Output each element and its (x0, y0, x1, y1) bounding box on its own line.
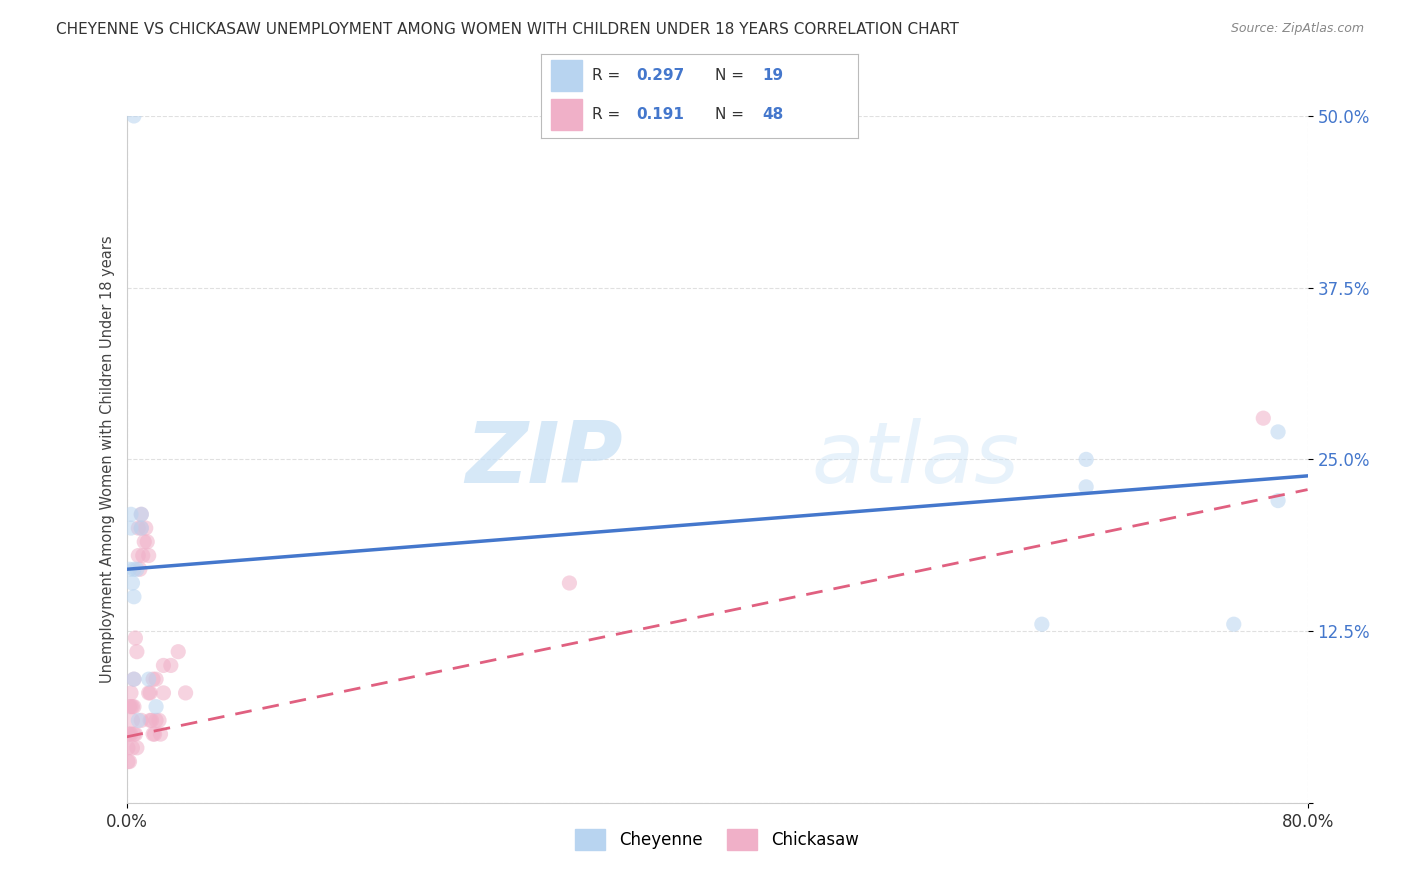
Bar (551, 99, 582, 130)
Point (141, 714, 163, 728)
Point (124, 631, 146, 645)
Point (129, 508, 153, 522)
Point (122, 727, 145, 741)
Text: atlas: atlas (811, 417, 1019, 501)
Point (129, 508, 153, 522)
Point (120, 508, 142, 522)
Point (118, 562, 141, 576)
Text: R =: R = (592, 107, 626, 122)
Point (148, 714, 170, 728)
Point (121, 714, 143, 728)
Point (174, 686, 197, 700)
Bar (551, 61, 582, 91)
Point (1267, 425, 1289, 439)
Point (122, 109, 145, 123)
Point (1076, 452, 1098, 467)
Point (1267, 493, 1289, 508)
Point (138, 672, 160, 686)
Point (122, 672, 145, 686)
Point (122, 562, 145, 576)
Point (122, 590, 145, 604)
Point (120, 699, 142, 714)
Point (117, 727, 139, 741)
Point (558, 576, 581, 591)
Text: 48: 48 (762, 107, 785, 122)
Point (138, 686, 160, 700)
Point (129, 521, 153, 535)
Point (1253, 411, 1275, 425)
Point (125, 740, 148, 755)
Text: 0.191: 0.191 (637, 107, 685, 122)
Point (139, 714, 162, 728)
Text: N =: N = (716, 107, 749, 122)
Point (120, 686, 142, 700)
Point (1223, 617, 1246, 632)
Point (134, 534, 156, 549)
Point (118, 727, 141, 741)
Point (145, 714, 167, 728)
Point (127, 521, 149, 535)
Point (120, 727, 142, 741)
Point (121, 740, 143, 755)
Point (127, 549, 149, 563)
Point (121, 576, 143, 591)
Point (145, 699, 167, 714)
Point (125, 562, 148, 576)
Text: 19: 19 (762, 68, 785, 83)
Point (120, 521, 142, 535)
Point (160, 658, 183, 673)
Text: N =: N = (716, 68, 749, 83)
Text: ZIP: ZIP (465, 417, 623, 501)
Point (122, 672, 145, 686)
Y-axis label: Unemployment Among Women with Children Under 18 years: Unemployment Among Women with Children U… (100, 235, 115, 683)
Point (132, 549, 155, 563)
Point (129, 714, 153, 728)
Point (135, 521, 157, 535)
Point (1031, 617, 1053, 632)
Point (124, 727, 146, 741)
Point (117, 740, 139, 755)
Point (152, 686, 174, 700)
Point (167, 645, 190, 659)
Point (136, 534, 159, 549)
Point (145, 672, 167, 686)
Point (143, 727, 166, 741)
Point (142, 727, 165, 741)
Text: 0.297: 0.297 (637, 68, 685, 83)
Point (125, 645, 148, 659)
Point (138, 549, 160, 563)
Legend: Cheyenne, Chickasaw: Cheyenne, Chickasaw (569, 822, 865, 856)
Point (128, 562, 150, 576)
Point (117, 755, 139, 769)
Point (118, 755, 141, 769)
Text: R =: R = (592, 68, 626, 83)
Text: CHEYENNE VS CHICKASAW UNEMPLOYMENT AMONG WOMEN WITH CHILDREN UNDER 18 YEARS CORR: CHEYENNE VS CHICKASAW UNEMPLOYMENT AMONG… (56, 22, 959, 37)
Text: Source: ZipAtlas.com: Source: ZipAtlas.com (1230, 22, 1364, 36)
Point (152, 658, 174, 673)
Point (118, 699, 141, 714)
Point (122, 699, 145, 714)
Point (129, 521, 153, 535)
Point (142, 672, 165, 686)
Point (149, 727, 172, 741)
Point (121, 699, 143, 714)
Point (127, 714, 149, 728)
Point (1076, 480, 1098, 494)
Point (139, 686, 162, 700)
